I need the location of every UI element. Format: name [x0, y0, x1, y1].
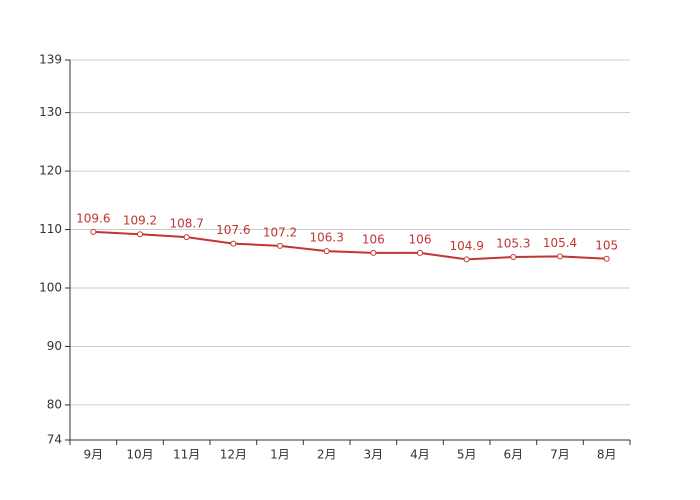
y-tick-label: 110: [39, 222, 62, 236]
y-tick-label: 100: [39, 281, 62, 295]
value-label: 109.6: [76, 211, 110, 225]
value-label: 105.4: [543, 236, 577, 250]
y-tick-label: 130: [39, 105, 62, 119]
point: [557, 253, 563, 260]
x-tick-label: 9月: [84, 448, 104, 462]
y-tick-label: 120: [39, 164, 62, 178]
value-label: 106: [409, 232, 432, 246]
point: [417, 249, 423, 256]
point: [277, 242, 283, 249]
y-tick-label: 139: [39, 53, 62, 67]
point: [463, 256, 470, 263]
point: [323, 248, 330, 255]
value-label: 107.6: [216, 223, 250, 237]
line: [93, 230, 607, 261]
value-label: 104.9: [449, 239, 483, 253]
point: [510, 254, 517, 261]
x-tick-label: 6月: [504, 448, 524, 462]
point: [603, 255, 610, 262]
x-tick-label: 8月: [597, 448, 617, 462]
y-tick-label: 74: [47, 433, 62, 447]
x-tick-label: 3月: [364, 448, 384, 462]
x-tick-label: 4月: [410, 448, 430, 462]
y-tick-label: 80: [47, 397, 62, 411]
value-label: 106.3: [309, 231, 343, 245]
x-tick-label: 1月: [270, 448, 290, 462]
x-tick-label: 11月: [173, 448, 200, 462]
point: [230, 240, 237, 247]
x-tick-label: 2月: [317, 448, 337, 462]
value-label: 105.3: [496, 237, 530, 251]
x-tick-label: 5月: [457, 448, 477, 462]
point: [137, 231, 143, 238]
x-tick-label: 12月: [220, 448, 247, 462]
x-tick-label: 7月: [550, 448, 570, 462]
y-tick-label: 90: [47, 339, 62, 353]
value-label: 108.7: [169, 217, 203, 231]
x-tick-label: 10月: [126, 448, 153, 462]
point: [370, 249, 377, 256]
point: [90, 228, 97, 235]
value-label: 106: [362, 232, 385, 246]
value-label: 109.2: [123, 214, 157, 228]
point: [183, 234, 190, 241]
value-label: 107.2: [263, 225, 297, 239]
value-label: 105: [595, 238, 618, 252]
